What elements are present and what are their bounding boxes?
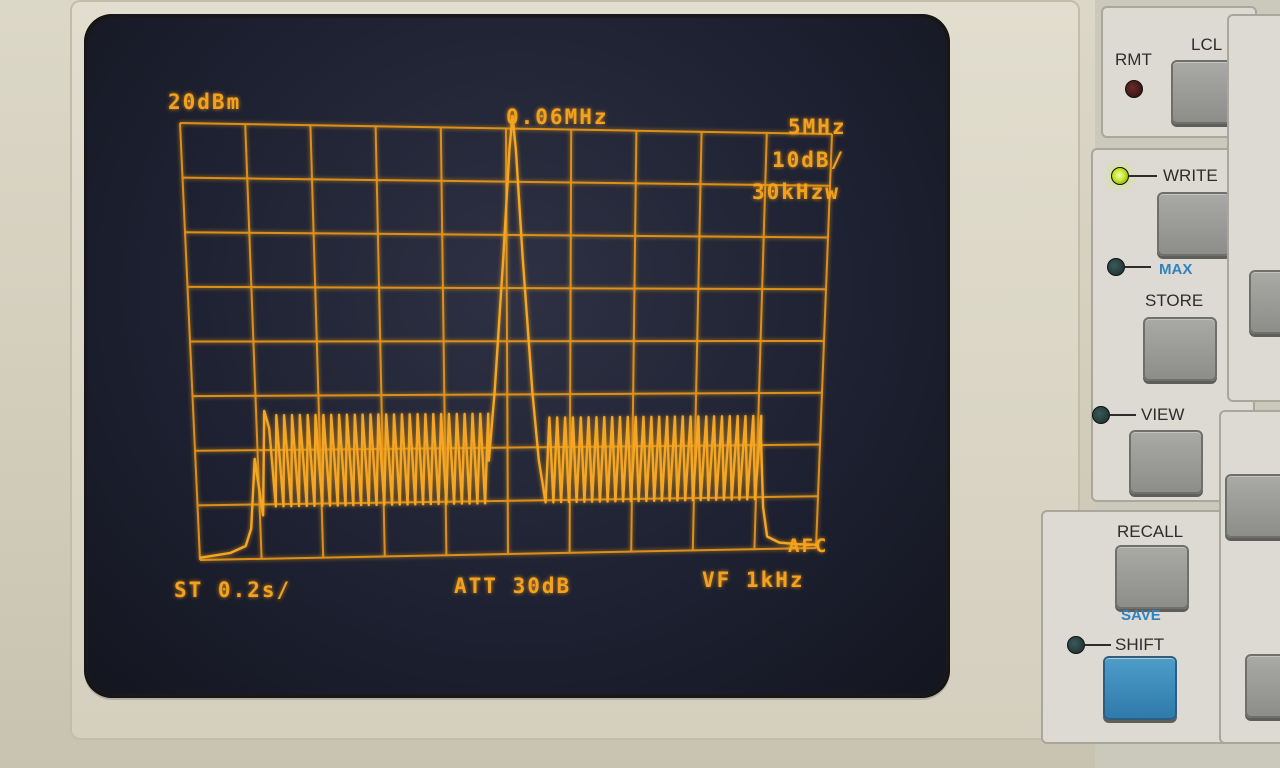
rmt-led — [1125, 80, 1143, 98]
center-frequency: 0.06MHz — [506, 105, 609, 129]
shift-tick — [1085, 644, 1111, 646]
graticule-hline — [199, 547, 817, 561]
write-led — [1111, 167, 1129, 185]
attenuation: ATT 30dB — [454, 574, 572, 598]
spectrum-trace — [199, 114, 817, 559]
save-label: SAVE — [1121, 607, 1161, 624]
view-button[interactable] — [1129, 430, 1203, 494]
partial-button-b[interactable] — [1225, 474, 1280, 538]
graticule-hline — [184, 231, 829, 239]
store-label: STORE — [1145, 291, 1204, 310]
partial-button-a[interactable] — [1249, 270, 1280, 334]
max-label: MAX — [1159, 261, 1193, 278]
sweep-time: ST 0.2s/ — [174, 578, 292, 602]
shift-led — [1067, 636, 1085, 654]
resolution-bandwidth: 30kHzw — [752, 180, 840, 204]
view-label: VIEW — [1141, 405, 1185, 424]
spectrum-plot — [179, 114, 833, 561]
afc-indicator: AFC — [788, 535, 829, 557]
graticule-hline — [182, 176, 831, 187]
graticule-hline — [189, 340, 825, 343]
crt-screen: 20dBm 0.06MHz 5MHz 10dB/ 30kHzw AFC ST 0… — [88, 18, 946, 694]
graticule-hline — [197, 495, 819, 507]
shift-label: SHIFT — [1115, 635, 1165, 654]
span: 5MHz — [788, 115, 847, 139]
vertical-scale: 10dB/ — [772, 148, 846, 172]
write-button[interactable] — [1157, 192, 1231, 256]
recall-label: RECALL — [1117, 522, 1184, 541]
recall-button[interactable] — [1115, 545, 1189, 609]
rmt-label: RMT — [1115, 50, 1152, 69]
control-panel: RMT LCL WRITE MAX STORE VIEW RECALL SAVE… — [1041, 0, 1280, 768]
view-led — [1092, 406, 1110, 424]
partial-button-c[interactable] — [1245, 654, 1280, 718]
view-tick — [1110, 414, 1136, 416]
graticule-hline — [187, 285, 827, 291]
right-group-upper — [1227, 14, 1280, 402]
lcl-label: LCL — [1191, 35, 1223, 54]
graticule-hline — [179, 122, 833, 135]
store-button[interactable] — [1143, 317, 1217, 381]
video-filter: VF 1kHz — [702, 568, 805, 592]
write-tick — [1129, 175, 1157, 177]
reference-level: 20dBm — [168, 90, 242, 114]
max-tick — [1125, 266, 1151, 268]
max-led — [1107, 258, 1125, 276]
write-label: WRITE — [1163, 166, 1218, 185]
graticule-hline — [192, 391, 823, 398]
shift-button[interactable] — [1103, 656, 1177, 720]
graticule — [179, 122, 833, 561]
